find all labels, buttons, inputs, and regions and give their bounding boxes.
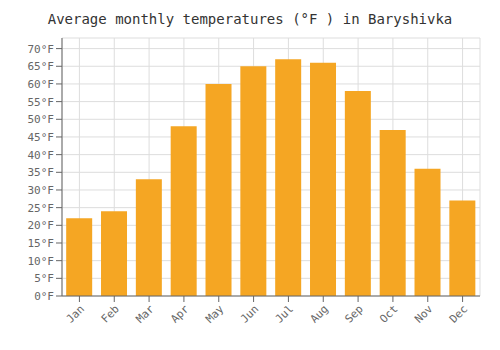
svg-text:Jun: Jun — [238, 302, 261, 325]
svg-text:55°F: 55°F — [28, 96, 55, 109]
svg-text:Apr: Apr — [168, 302, 192, 326]
svg-text:May: May — [203, 302, 227, 326]
svg-text:Jul: Jul — [273, 302, 296, 325]
svg-text:Aug: Aug — [308, 302, 331, 325]
svg-text:50°F: 50°F — [28, 113, 55, 126]
svg-text:60°F: 60°F — [28, 78, 55, 91]
svg-text:30°F: 30°F — [28, 184, 55, 197]
svg-text:Jan: Jan — [64, 302, 87, 325]
svg-text:0°F: 0°F — [34, 290, 54, 303]
svg-text:Sep: Sep — [342, 302, 365, 325]
svg-text:70°F: 70°F — [28, 43, 55, 56]
svg-text:10°F: 10°F — [28, 255, 55, 268]
svg-text:Mar: Mar — [133, 302, 157, 326]
svg-text:Oct: Oct — [377, 302, 400, 325]
svg-text:40°F: 40°F — [28, 149, 55, 162]
svg-text:20°F: 20°F — [28, 219, 55, 232]
svg-text:Dec: Dec — [447, 302, 470, 325]
svg-text:25°F: 25°F — [28, 202, 55, 215]
svg-text:15°F: 15°F — [28, 237, 55, 250]
html-text:Average monthly temperatures (: Average monthly temperatures (°F ) in Ba… — [47, 11, 453, 27]
svg-text:Nov: Nov — [412, 302, 436, 326]
svg-text:Feb: Feb — [99, 302, 122, 325]
svg-text:35°F: 35°F — [28, 166, 55, 179]
svg-text:5°F: 5°F — [34, 272, 54, 285]
svg-text:65°F: 65°F — [28, 60, 55, 73]
svg-text:45°F: 45°F — [28, 131, 55, 144]
